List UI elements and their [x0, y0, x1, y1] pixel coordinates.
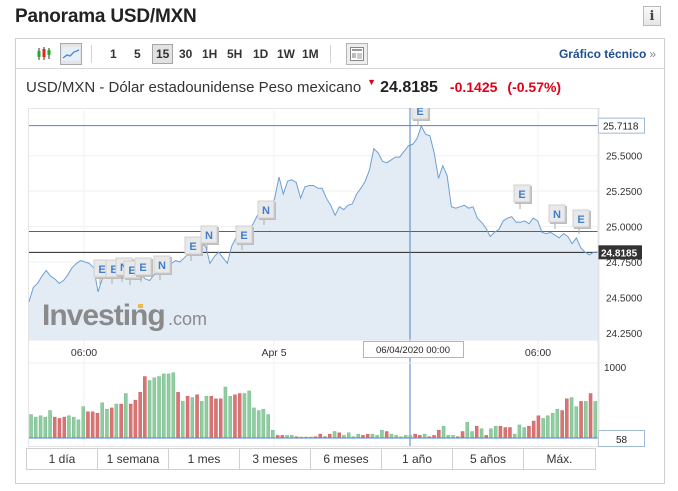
svg-text:25.7118: 25.7118 [603, 122, 639, 133]
info-button[interactable]: i [643, 6, 661, 26]
svg-text:E: E [98, 264, 105, 276]
down-arrow-icon: ▼ [367, 77, 377, 87]
timeframe-1w[interactable]: 1W [277, 47, 295, 61]
svg-text:N: N [262, 205, 270, 217]
price-change: -0.1425 [449, 79, 498, 95]
timeframe-1d[interactable]: 1D [253, 47, 269, 61]
svg-text:24.5000: 24.5000 [606, 293, 643, 304]
range-1-week[interactable]: 1 semana [98, 449, 169, 469]
svg-text:E: E [577, 214, 584, 226]
svg-text:25.0000: 25.0000 [606, 223, 643, 234]
svg-text:E: E [110, 264, 117, 276]
timeframe-1m[interactable]: 1M [302, 47, 319, 61]
svg-text:25.2500: 25.2500 [606, 187, 643, 198]
chevron-right-icon: » [649, 47, 656, 61]
table-layout-icon [350, 47, 364, 61]
svg-text:Apr 5: Apr 5 [261, 347, 286, 359]
page-title: Panorama USD/MXN [15, 6, 197, 27]
svg-text:E: E [128, 265, 135, 277]
candlestick-chart-button[interactable] [33, 43, 55, 65]
timeframe-1h[interactable]: 1H [202, 47, 218, 61]
range-6-months[interactable]: 6 meses [311, 449, 382, 469]
timeframe-30[interactable]: 30 [179, 47, 193, 61]
event-marker[interactable]: N [200, 225, 219, 250]
svg-text:N: N [158, 260, 166, 272]
event-marker[interactable]: E [235, 225, 254, 250]
svg-text:25.5000: 25.5000 [606, 152, 643, 163]
svg-text:N: N [553, 209, 561, 221]
info-icon: i [649, 8, 655, 24]
quote-header: USD/MXN - Dólar estadounidense Peso mexi… [26, 77, 562, 97]
range-3-months[interactable]: 3 meses [240, 449, 311, 469]
svg-text:N: N [205, 230, 213, 242]
instrument-name: USD/MXN - Dólar estadounidense Peso mexi… [26, 79, 362, 96]
layout-button[interactable] [346, 43, 368, 65]
technical-chart-link[interactable]: Gráfico técnico» [559, 47, 656, 61]
last-price: 24.8185 [380, 79, 438, 96]
svg-text:E: E [189, 241, 196, 253]
svg-text:Investing: Investing [42, 299, 165, 332]
toolbar-separator [91, 45, 92, 63]
event-marker[interactable]: E [134, 257, 153, 282]
svg-text:1000: 1000 [604, 363, 627, 374]
svg-text:06:00: 06:00 [71, 347, 97, 359]
timeframe-5h[interactable]: 5H [227, 47, 243, 61]
svg-text:E: E [518, 189, 525, 201]
range-1-year[interactable]: 1 año [382, 449, 453, 469]
svg-text:E: E [416, 108, 423, 118]
svg-text:58: 58 [616, 435, 628, 446]
line-chart-button[interactable] [60, 43, 82, 65]
timeframe-5[interactable]: 5 [134, 47, 141, 61]
event-marker[interactable]: N [257, 200, 276, 225]
svg-text:24.8185: 24.8185 [601, 248, 638, 259]
technical-chart-label: Gráfico técnico [558, 47, 647, 61]
event-marker[interactable]: E [513, 184, 532, 209]
event-marker[interactable]: N [548, 204, 567, 229]
timeframe-1[interactable]: 1 [110, 47, 117, 61]
line-chart-icon [62, 47, 80, 61]
svg-text:.com: .com [168, 309, 207, 329]
chart-canvas[interactable]: Investing.comEENEENENENEENE25.500025.250… [28, 101, 654, 458]
range-1-day[interactable]: 1 día [27, 449, 98, 469]
svg-text:06:00: 06:00 [525, 347, 551, 359]
svg-text:24.2500: 24.2500 [606, 329, 643, 340]
range-selector: 1 día 1 semana 1 mes 3 meses 6 meses 1 a… [26, 448, 596, 470]
candlestick-icon [37, 47, 51, 60]
chart-widget: 1 5 15 30 1H 5H 1D 1W 1M Gráfico técnico… [15, 38, 665, 484]
event-marker[interactable]: E [572, 209, 591, 234]
range-max[interactable]: Máx. [524, 449, 595, 469]
timeframe-15[interactable]: 15 [152, 44, 174, 64]
svg-text:06/04/2020 00:00: 06/04/2020 00:00 [376, 345, 450, 356]
price-chart[interactable]: Investing.comEENEENENENEENE25.500025.250… [28, 101, 654, 458]
event-marker[interactable]: N [153, 255, 172, 280]
range-1-month[interactable]: 1 mes [169, 449, 240, 469]
chart-toolbar: 1 5 15 30 1H 5H 1D 1W 1M Gráfico técnico… [16, 39, 664, 69]
svg-text:E: E [139, 262, 146, 274]
range-5-years[interactable]: 5 años [453, 449, 524, 469]
toolbar-separator [330, 45, 331, 63]
svg-text:E: E [240, 230, 247, 242]
event-marker[interactable]: E [184, 236, 203, 261]
price-change-percent: (-0.57%) [507, 79, 562, 95]
svg-text:24.7500: 24.7500 [606, 258, 643, 269]
